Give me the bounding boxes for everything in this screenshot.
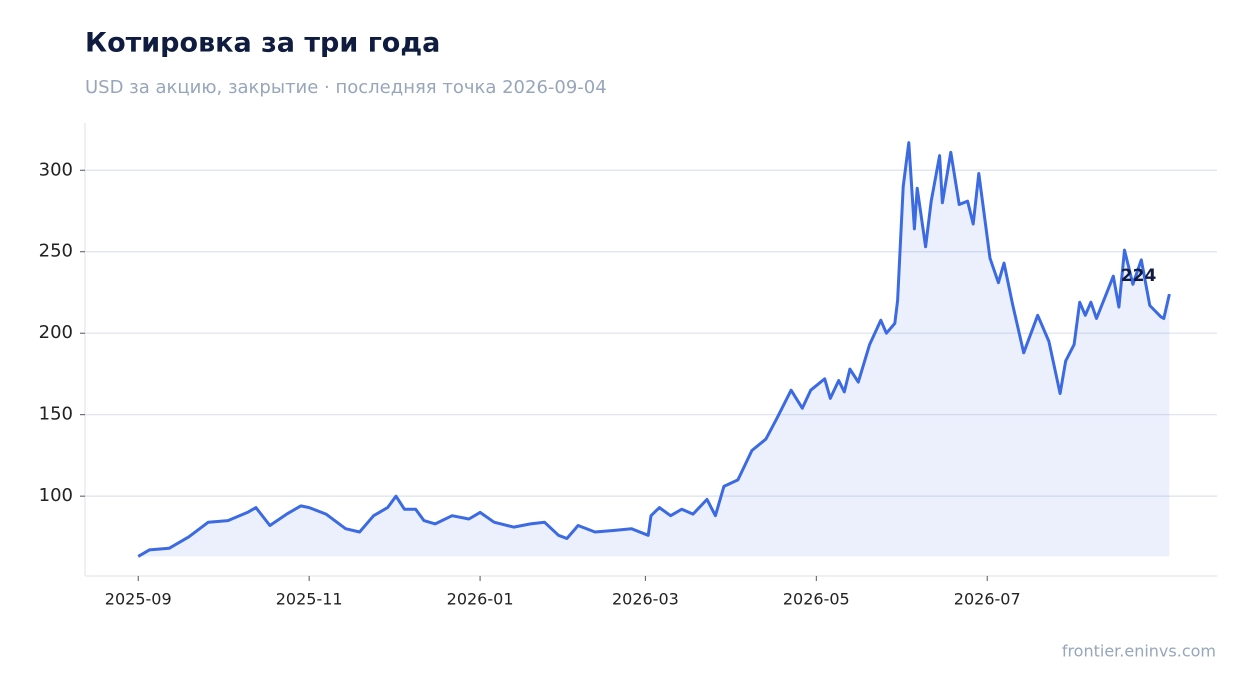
y-tick-label: 250 <box>39 241 73 262</box>
x-tick-label: 2026-03 <box>612 590 679 609</box>
chart-subtitle: USD за акцию, закрытие · последняя точка… <box>85 77 607 98</box>
x-tick-label: 2025-09 <box>105 590 172 609</box>
x-tick-label: 2026-01 <box>447 590 514 609</box>
y-tick-label: 100 <box>39 485 73 506</box>
line <box>137 141 1171 558</box>
x-tick-label: 2026-05 <box>783 590 850 609</box>
annotation: 224 <box>1121 266 1157 286</box>
y-tick-label: 200 <box>39 322 73 343</box>
source: frontier.eninvs.com <box>1062 642 1216 661</box>
area <box>138 142 1170 557</box>
y-tick-label: 300 <box>39 159 73 180</box>
y-tick-label: 150 <box>39 404 73 425</box>
chart-title: Котировка за три года <box>85 28 440 59</box>
x-tick-label: 2025-11 <box>276 590 343 609</box>
x-tick-label: 2026-07 <box>954 590 1021 609</box>
